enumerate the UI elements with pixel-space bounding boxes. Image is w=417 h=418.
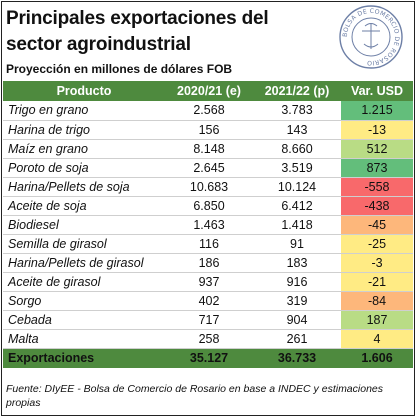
table-row: Harina/Pellets de soja 10.683 10.124 -558 bbox=[3, 177, 413, 197]
total-row: Exportaciones 35.127 36.733 1.606 bbox=[3, 348, 413, 368]
cell-product: Aceite de girasol bbox=[3, 272, 165, 292]
cell-2020: 116 bbox=[165, 234, 253, 254]
cell-var: -13 bbox=[341, 120, 413, 140]
cell-var: -25 bbox=[341, 234, 413, 254]
cell-2021: 143 bbox=[253, 120, 341, 140]
table-row: Harina de trigo 156 143 -13 bbox=[3, 120, 413, 140]
exports-table: Producto 2020/21 (e) 2021/22 (p) Var. US… bbox=[3, 81, 413, 368]
cell-2021: 6.412 bbox=[253, 196, 341, 216]
cell-product: Biodiesel bbox=[3, 215, 165, 235]
table-row: Sorgo 402 319 -84 bbox=[3, 291, 413, 311]
table-row: Cebada 717 904 187 bbox=[3, 310, 413, 330]
cell-2021: 1.418 bbox=[253, 215, 341, 235]
cell-product: Sorgo bbox=[3, 291, 165, 311]
source-note: Fuente: DIyEE - Bolsa de Comercio de Ros… bbox=[6, 383, 384, 409]
cell-product: Aceite de soja bbox=[3, 196, 165, 216]
cell-2020: 1.463 bbox=[165, 215, 253, 235]
cell-var: -3 bbox=[341, 253, 413, 273]
table-row: Harina/Pellets de girasol 186 183 -3 bbox=[3, 253, 413, 273]
table-row: Aceite de girasol 937 916 -21 bbox=[3, 272, 413, 292]
cell-product: Trigo en grano bbox=[3, 101, 165, 121]
cell-2021: 10.124 bbox=[253, 177, 341, 197]
cell-var: 512 bbox=[341, 139, 413, 159]
col-header-var: Var. USD bbox=[341, 81, 413, 101]
cell-2021: 904 bbox=[253, 310, 341, 330]
cell-var: -45 bbox=[341, 215, 413, 235]
cell-product: Maíz en grano bbox=[3, 139, 165, 159]
cell-2020: 937 bbox=[165, 272, 253, 292]
cell-2020: 186 bbox=[165, 253, 253, 273]
cell-2021: 3.783 bbox=[253, 101, 341, 121]
cell-product: Poroto de soja bbox=[3, 158, 165, 178]
cell-2020: 6.850 bbox=[165, 196, 253, 216]
table-row: Aceite de soja 6.850 6.412 -438 bbox=[3, 196, 413, 216]
cell-product: Harina de trigo bbox=[3, 120, 165, 140]
cell-var: 187 bbox=[341, 310, 413, 330]
cell-var: -438 bbox=[341, 196, 413, 216]
col-header-2021: 2021/22 (p) bbox=[253, 81, 341, 101]
cell-2020: 8.148 bbox=[165, 139, 253, 159]
cell-var: 1.215 bbox=[341, 101, 413, 121]
chart-title: Principales exportaciones del sector agr… bbox=[6, 8, 269, 55]
cell-var: -21 bbox=[341, 272, 413, 292]
cell-var: -558 bbox=[341, 177, 413, 197]
cell-2021: 319 bbox=[253, 291, 341, 311]
table-row: Semilla de girasol 116 91 -25 bbox=[3, 234, 413, 254]
total-var: 1.606 bbox=[341, 348, 413, 368]
cell-2021: 261 bbox=[253, 329, 341, 349]
cell-2021: 8.660 bbox=[253, 139, 341, 159]
cell-product: Cebada bbox=[3, 310, 165, 330]
cell-2021: 916 bbox=[253, 272, 341, 292]
total-2021: 36.733 bbox=[253, 348, 341, 368]
cell-var: -84 bbox=[341, 291, 413, 311]
cell-2020: 2.568 bbox=[165, 101, 253, 121]
cell-product: Semilla de girasol bbox=[3, 234, 165, 254]
cell-2021: 183 bbox=[253, 253, 341, 273]
bcr-seal-logo: BOLSA DE COMERCIO DE ROSARIO bbox=[339, 5, 403, 69]
total-2020: 35.127 bbox=[165, 348, 253, 368]
cell-2020: 258 bbox=[165, 329, 253, 349]
cell-2020: 717 bbox=[165, 310, 253, 330]
col-header-product: Producto bbox=[3, 81, 165, 101]
cell-var: 873 bbox=[341, 158, 413, 178]
table-row: Malta 258 261 4 bbox=[3, 329, 413, 349]
total-label: Exportaciones bbox=[3, 348, 165, 368]
cell-product: Malta bbox=[3, 329, 165, 349]
cell-2020: 10.683 bbox=[165, 177, 253, 197]
cell-product: Harina/Pellets de soja bbox=[3, 177, 165, 197]
cell-2020: 156 bbox=[165, 120, 253, 140]
table-row: Maíz en grano 8.148 8.660 512 bbox=[3, 139, 413, 159]
col-header-2020: 2020/21 (e) bbox=[165, 81, 253, 101]
chart-subtitle: Proyección en millones de dólares FOB bbox=[6, 62, 233, 76]
cell-2021: 3.519 bbox=[253, 158, 341, 178]
cell-var: 4 bbox=[341, 329, 413, 349]
table-row: Trigo en grano 2.568 3.783 1.215 bbox=[3, 101, 413, 121]
cell-2020: 402 bbox=[165, 291, 253, 311]
table-row: Biodiesel 1.463 1.418 -45 bbox=[3, 215, 413, 235]
table-row: Poroto de soja 2.645 3.519 873 bbox=[3, 158, 413, 178]
header-row: Producto 2020/21 (e) 2021/22 (p) Var. US… bbox=[3, 81, 413, 101]
cell-2020: 2.645 bbox=[165, 158, 253, 178]
cell-2021: 91 bbox=[253, 234, 341, 254]
cell-product: Harina/Pellets de girasol bbox=[3, 253, 165, 273]
